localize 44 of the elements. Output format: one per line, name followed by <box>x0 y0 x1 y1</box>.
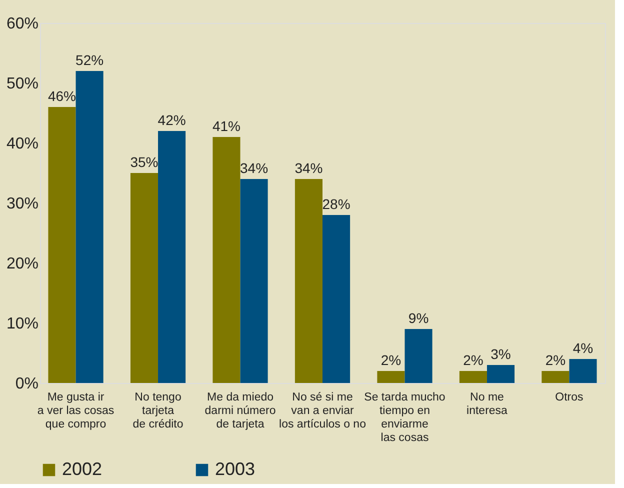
data-label: 34% <box>240 160 268 176</box>
bar <box>48 107 76 383</box>
y-tick-label: 0% <box>15 376 38 392</box>
x-tick-label: No sé si me van a enviar los artículos o no <box>279 392 366 430</box>
data-label: 9% <box>408 310 429 326</box>
y-tick-label: 40% <box>6 136 38 152</box>
bar <box>459 371 487 383</box>
x-tick-label: Me da miedo darmi número de tarjeta <box>204 392 276 430</box>
x-tick-label: Me gusta ir a ver las cosas que compro <box>37 392 114 430</box>
y-tick-label: 10% <box>6 316 38 332</box>
bar <box>294 179 322 383</box>
data-label: 42% <box>158 112 186 128</box>
data-label: 52% <box>76 52 104 68</box>
data-label: 2% <box>463 352 484 368</box>
bar <box>377 371 405 383</box>
bar <box>130 173 158 383</box>
y-tick-label: 30% <box>6 196 38 212</box>
bar <box>404 329 432 383</box>
bar <box>76 71 104 383</box>
data-label: 41% <box>212 118 240 134</box>
data-label: 35% <box>130 154 158 170</box>
x-tick-label: No me interesa <box>466 392 508 417</box>
bar <box>486 365 515 383</box>
data-label: 4% <box>572 340 594 356</box>
data-label: 3% <box>490 346 511 362</box>
bar <box>240 179 268 383</box>
x-tick-label: No tengo tarjeta de crédito <box>132 392 184 430</box>
y-tick-label: 50% <box>6 76 38 92</box>
data-label: 28% <box>322 196 350 212</box>
x-tick-label: Otros <box>555 392 584 404</box>
bar <box>212 137 240 383</box>
data-label: 46% <box>48 88 76 104</box>
legend-label: 2003 <box>215 459 256 479</box>
legend-label: 2002 <box>62 459 102 479</box>
data-label: 34% <box>294 160 323 176</box>
y-tick-label: 60% <box>6 16 38 32</box>
data-label: 2% <box>545 352 566 368</box>
bar <box>569 359 597 383</box>
bar <box>322 215 350 383</box>
bar <box>158 131 186 383</box>
y-tick-label: 20% <box>6 256 38 272</box>
data-label: 2% <box>380 352 402 368</box>
x-tick-label: Se tarda mucho tiempo en enviarme las cosas <box>364 392 446 444</box>
bar <box>542 371 570 383</box>
